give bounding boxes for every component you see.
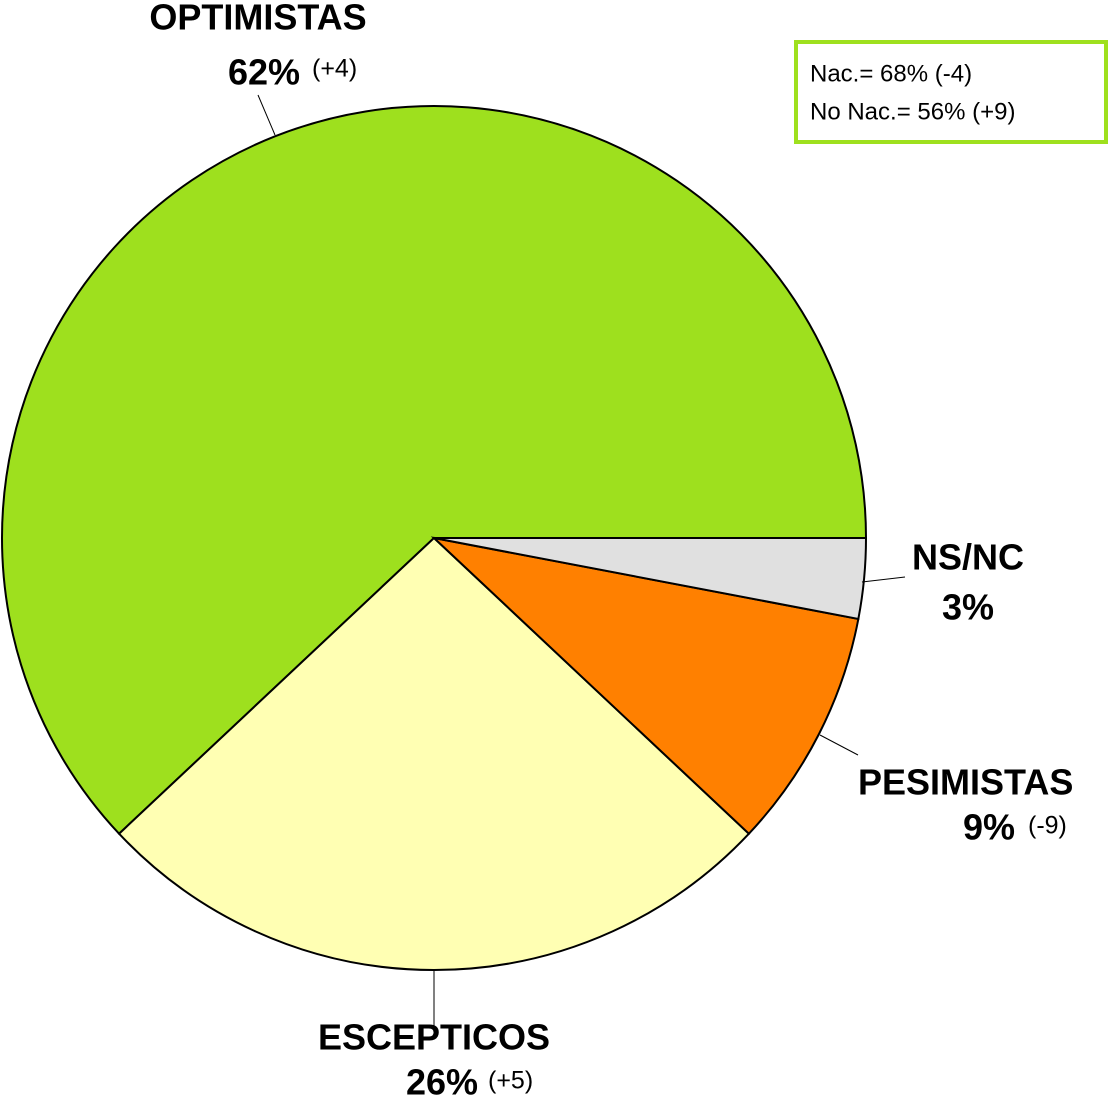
- pie-slice: [430, 536, 860, 836]
- change-label: (-9): [1028, 812, 1067, 840]
- slice-label: ESCEPTICOS: [318, 1017, 550, 1058]
- slice-label: PESIMISTAS: [858, 762, 1073, 803]
- annotation-box: [794, 40, 1108, 144]
- value-label: 62%: [228, 52, 300, 93]
- annotation: Nac.= 68% (-4): [810, 60, 972, 87]
- annotation: No Nac.= 56% (+9): [810, 98, 1015, 125]
- pie-slice: [1, 105, 868, 836]
- slice-label: OPTIMISTAS: [149, 0, 366, 38]
- leader-line: [257, 94, 276, 136]
- value-label: 26%: [406, 1062, 478, 1103]
- value-label: 3%: [942, 587, 994, 628]
- value-label: 9%: [963, 807, 1015, 848]
- pie-slice: [433, 537, 868, 621]
- change-label: (+5): [488, 1067, 533, 1095]
- pie-slice: [117, 536, 751, 971]
- leader-line: [819, 734, 859, 756]
- change-label: (+4): [312, 55, 357, 83]
- leader-line: [861, 576, 906, 583]
- slice-label: NS/NC: [912, 537, 1024, 578]
